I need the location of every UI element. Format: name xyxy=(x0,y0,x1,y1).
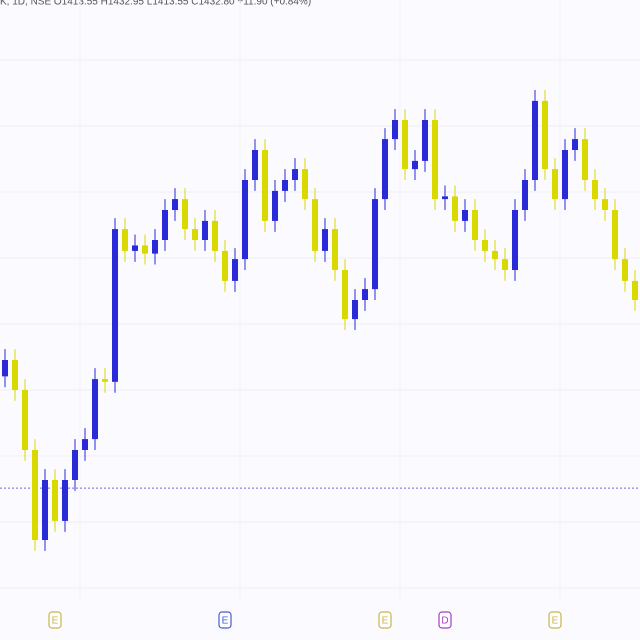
candle-body xyxy=(542,100,548,170)
candle-body xyxy=(482,240,488,251)
candle-body xyxy=(292,169,298,180)
event-marker xyxy=(378,611,392,629)
candle-body xyxy=(122,229,128,251)
candle-body xyxy=(52,480,58,521)
candle-body xyxy=(562,150,568,200)
candle-body xyxy=(622,259,628,281)
candle-body xyxy=(2,360,8,377)
candle-body xyxy=(202,220,208,240)
candle-body xyxy=(12,360,18,390)
event-label: E xyxy=(52,616,59,627)
event-label: E xyxy=(222,616,229,627)
candle-body xyxy=(452,196,458,221)
candle-body xyxy=(392,120,398,140)
candle-body xyxy=(572,139,578,150)
candle-body xyxy=(422,120,428,161)
candle-body xyxy=(632,280,638,300)
candle-body xyxy=(412,160,418,170)
candle-body xyxy=(212,220,218,251)
candle-body xyxy=(92,379,98,440)
candle-body xyxy=(172,199,178,210)
candle-body xyxy=(492,250,498,260)
candle-body xyxy=(242,180,248,260)
candle-body xyxy=(42,480,48,540)
candle-body xyxy=(262,150,268,221)
candle-body xyxy=(432,120,438,200)
candle-body xyxy=(112,229,118,382)
event-label: E xyxy=(552,616,559,627)
candle-body xyxy=(532,100,538,180)
candle-body xyxy=(602,199,608,210)
candle-body xyxy=(442,196,448,200)
candle-body xyxy=(462,210,468,221)
candle-body xyxy=(22,390,28,450)
candle-body xyxy=(152,240,158,254)
event-marker xyxy=(218,611,232,629)
candle-body xyxy=(222,250,228,281)
candle-body xyxy=(252,150,258,180)
candle-body xyxy=(62,480,68,521)
candle-body xyxy=(552,169,558,200)
candle-body xyxy=(272,190,278,221)
candle-body xyxy=(232,259,238,281)
candle-body xyxy=(352,300,358,320)
candle-body xyxy=(472,210,478,240)
candle-body xyxy=(332,229,338,270)
candle-body xyxy=(302,169,308,200)
event-marker xyxy=(438,611,452,629)
candle-body xyxy=(582,139,588,180)
event-label: D xyxy=(441,616,448,627)
event-marker xyxy=(48,611,62,629)
candle-body xyxy=(512,210,518,270)
candle-body xyxy=(342,270,348,320)
candle-body xyxy=(162,210,168,240)
candle-body xyxy=(522,180,528,210)
candle-body xyxy=(192,229,198,240)
candle-body xyxy=(82,439,88,450)
candle-body xyxy=(182,199,188,230)
candle-body xyxy=(72,450,78,480)
candle-body xyxy=(382,139,388,200)
candle-body xyxy=(282,180,288,191)
candle-body xyxy=(372,199,378,290)
event-marker xyxy=(548,611,562,629)
event-label: E xyxy=(382,616,389,627)
candle-body xyxy=(322,229,328,251)
candle-body xyxy=(132,245,138,251)
candle-body xyxy=(592,180,598,200)
candle-body xyxy=(362,289,368,300)
candle-body xyxy=(612,210,618,260)
candle-body xyxy=(502,259,508,270)
candle-body xyxy=(312,199,318,251)
candle-body xyxy=(402,120,408,170)
candle-body xyxy=(102,379,108,382)
chart-title: K, 1D, NSE O1413.55 H1432.95 L1413.55 C1… xyxy=(0,0,311,8)
candle-body xyxy=(142,245,148,254)
candle-body xyxy=(32,450,38,540)
